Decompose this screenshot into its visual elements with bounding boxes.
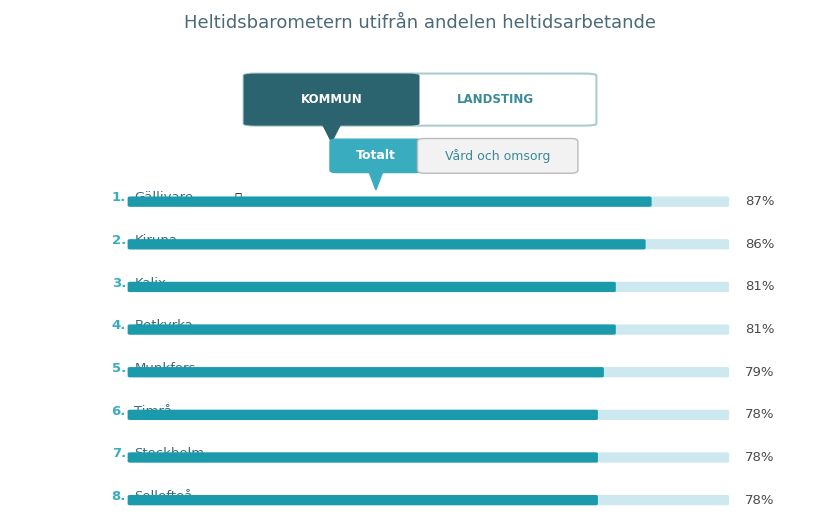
FancyBboxPatch shape <box>128 196 652 207</box>
FancyBboxPatch shape <box>128 239 646 249</box>
Text: Timrå: Timrå <box>134 405 172 417</box>
Text: Sollefteå: Sollefteå <box>134 490 192 503</box>
FancyBboxPatch shape <box>128 453 598 463</box>
FancyBboxPatch shape <box>329 139 423 173</box>
Text: 6.: 6. <box>112 405 126 417</box>
FancyBboxPatch shape <box>128 282 616 292</box>
FancyBboxPatch shape <box>417 139 578 173</box>
Text: Kiruna: Kiruna <box>134 234 177 247</box>
Text: 81%: 81% <box>745 280 774 293</box>
FancyBboxPatch shape <box>128 495 729 505</box>
Text: 4.: 4. <box>112 319 126 332</box>
FancyBboxPatch shape <box>128 495 598 505</box>
Text: 78%: 78% <box>745 451 774 464</box>
Text: 7.: 7. <box>112 447 126 460</box>
Text: 79%: 79% <box>745 366 774 379</box>
Polygon shape <box>323 124 341 142</box>
Text: Vård och omsorg: Vård och omsorg <box>445 149 550 163</box>
Text: 78%: 78% <box>745 494 774 507</box>
Text: Stockholm: Stockholm <box>134 447 204 460</box>
FancyBboxPatch shape <box>128 410 729 420</box>
Text: Botkyrka: Botkyrka <box>134 319 193 332</box>
FancyBboxPatch shape <box>128 324 616 335</box>
FancyBboxPatch shape <box>244 74 419 125</box>
Text: 86%: 86% <box>745 238 774 251</box>
FancyBboxPatch shape <box>128 410 598 420</box>
Text: Kalix: Kalix <box>134 277 166 290</box>
Text: 2.: 2. <box>112 234 126 247</box>
Text: Heltidsbarometern utifrån andelen heltidsarbetande: Heltidsbarometern utifrån andelen heltid… <box>184 14 656 33</box>
Text: 81%: 81% <box>745 323 774 336</box>
Text: 1.: 1. <box>112 192 126 204</box>
Text: LANDSTING: LANDSTING <box>457 93 534 106</box>
Text: Munkfors: Munkfors <box>134 362 196 375</box>
FancyBboxPatch shape <box>128 367 604 377</box>
FancyBboxPatch shape <box>128 453 729 463</box>
Text: KOMMUN: KOMMUN <box>301 93 362 106</box>
Text: 3.: 3. <box>112 277 126 290</box>
FancyBboxPatch shape <box>128 239 729 249</box>
Text: Totalt: Totalt <box>356 149 396 162</box>
Polygon shape <box>368 170 384 190</box>
FancyBboxPatch shape <box>128 324 729 335</box>
FancyBboxPatch shape <box>128 282 729 292</box>
Text: 78%: 78% <box>745 408 774 422</box>
FancyBboxPatch shape <box>128 196 729 207</box>
Text: 5.: 5. <box>112 362 126 375</box>
Text: 🏅: 🏅 <box>234 192 241 205</box>
Text: 8.: 8. <box>112 490 126 503</box>
Text: Gällivare: Gällivare <box>134 192 193 204</box>
FancyBboxPatch shape <box>244 74 596 125</box>
Text: 87%: 87% <box>745 195 774 208</box>
FancyBboxPatch shape <box>128 367 729 377</box>
